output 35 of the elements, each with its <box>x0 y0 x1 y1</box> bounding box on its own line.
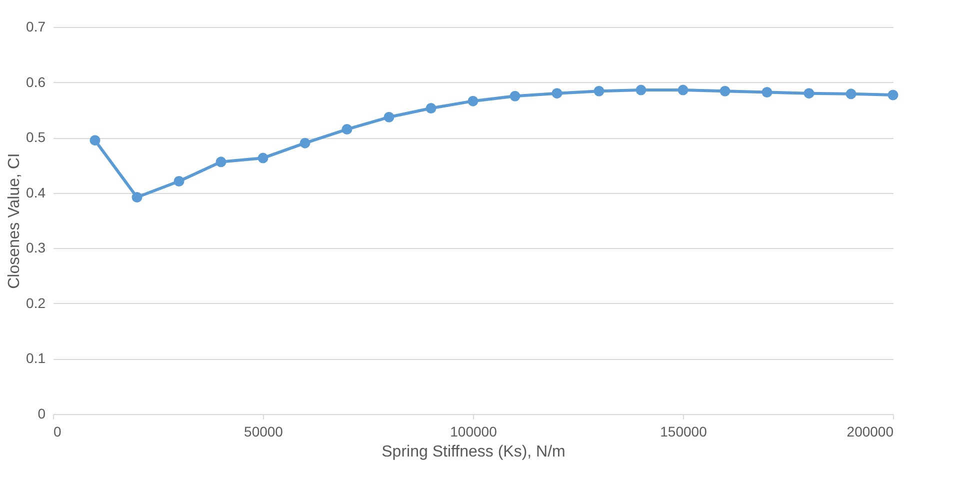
x-tick-label: 0 <box>54 424 62 440</box>
point <box>342 124 352 135</box>
y-tick-label: 0.3 <box>26 240 46 256</box>
x-axis-title: Spring Stiffness (Ks), N/m <box>382 444 566 460</box>
y-tick-label: 0.1 <box>26 350 46 366</box>
x-tick-label: 200000 <box>846 424 894 440</box>
point <box>300 138 310 148</box>
point <box>426 103 436 114</box>
x-tick-label: 100000 <box>450 424 498 440</box>
point <box>174 176 184 186</box>
y-tick-label: 0.6 <box>26 74 46 90</box>
point <box>468 96 478 106</box>
point <box>636 84 646 96</box>
y-tick-label: 0.7 <box>26 18 46 34</box>
point <box>678 84 688 96</box>
point <box>384 112 394 122</box>
y-tick-label: 0 <box>38 406 46 422</box>
point <box>594 86 604 96</box>
point <box>762 87 772 98</box>
x-tick-label: 150000 <box>660 424 708 440</box>
y-axis-title: Closenes Value, CI <box>6 153 24 289</box>
point <box>90 135 100 146</box>
x-tick-label: 50000 <box>244 424 284 440</box>
y-tick-label: 0.5 <box>26 129 46 146</box>
point <box>720 86 730 96</box>
y-tick-label: 0.2 <box>26 294 46 311</box>
point <box>888 90 898 100</box>
point <box>132 192 142 203</box>
point <box>846 88 856 100</box>
y-tick-label: 0.4 <box>26 184 46 200</box>
point <box>258 152 268 164</box>
point <box>216 156 226 168</box>
point <box>804 88 814 99</box>
point <box>552 88 562 99</box>
point <box>510 90 520 102</box>
